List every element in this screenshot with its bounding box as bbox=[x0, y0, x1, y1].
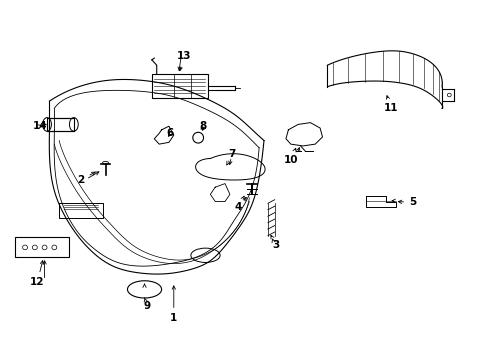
Text: 5: 5 bbox=[398, 197, 415, 207]
Bar bbox=[47, 118, 74, 131]
Text: 10: 10 bbox=[283, 148, 298, 165]
Text: 13: 13 bbox=[177, 51, 191, 71]
Text: 9: 9 bbox=[143, 298, 150, 311]
Text: 12: 12 bbox=[30, 261, 44, 287]
Text: 4: 4 bbox=[234, 196, 244, 212]
Text: 3: 3 bbox=[270, 235, 279, 249]
Text: 7: 7 bbox=[226, 149, 236, 165]
Bar bbox=[152, 74, 207, 98]
Text: 1: 1 bbox=[170, 286, 177, 323]
Text: 11: 11 bbox=[383, 96, 397, 113]
Text: 2: 2 bbox=[78, 172, 95, 185]
Text: 8: 8 bbox=[199, 121, 206, 131]
Bar bbox=[15, 237, 69, 257]
Text: 6: 6 bbox=[166, 129, 174, 138]
Text: 14: 14 bbox=[32, 121, 47, 131]
